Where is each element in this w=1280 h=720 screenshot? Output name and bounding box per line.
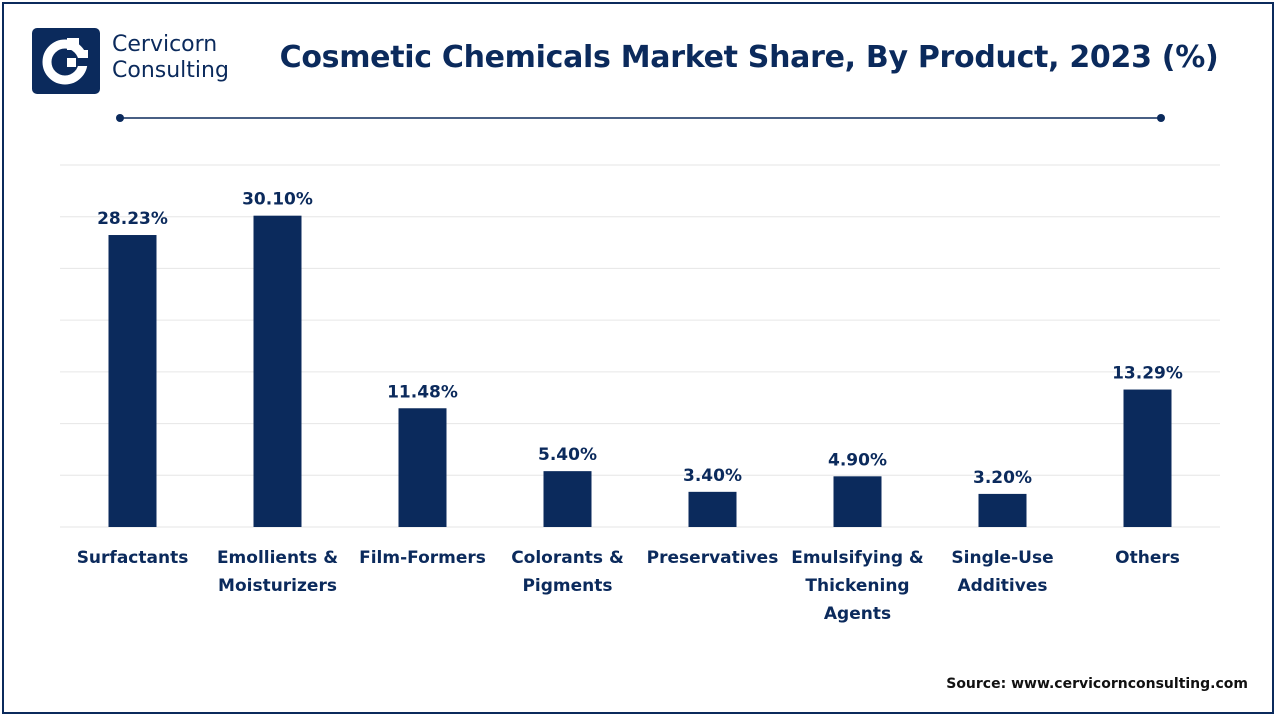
divider-left-dot xyxy=(116,114,124,122)
data-label: 3.40% xyxy=(683,466,742,486)
category-label: Agents xyxy=(824,604,891,624)
bar xyxy=(978,493,1027,527)
bar xyxy=(253,215,302,527)
category-label: Thickening xyxy=(805,576,909,596)
category-label: Pigments xyxy=(522,576,612,596)
data-label: 4.90% xyxy=(828,450,887,470)
bar xyxy=(1123,389,1172,527)
category-label: Colorants & xyxy=(511,548,624,568)
data-label: 28.23% xyxy=(97,209,168,229)
category-label: Others xyxy=(1115,548,1180,568)
data-label: 5.40% xyxy=(538,445,597,465)
bar xyxy=(398,408,447,527)
divider-right-dot xyxy=(1157,114,1165,122)
bar xyxy=(543,471,592,527)
brand-line-2: Consulting xyxy=(112,58,229,83)
category-label: Emulsifying & xyxy=(791,548,924,568)
category-label: Surfactants xyxy=(77,548,189,568)
chart-title: Cosmetic Chemicals Market Share, By Prod… xyxy=(279,40,1219,75)
data-label: 30.10% xyxy=(242,190,313,210)
category-label: Single-Use xyxy=(951,548,1053,568)
category-label: Film-Formers xyxy=(359,548,486,568)
brand-line-1: Cervicorn xyxy=(112,32,218,57)
category-label: Moisturizers xyxy=(218,576,337,596)
category-label: Additives xyxy=(957,576,1047,596)
category-label: Preservatives xyxy=(647,548,779,568)
brand-logo: Cervicorn Consulting xyxy=(32,28,272,98)
data-label: 3.20% xyxy=(973,468,1032,488)
brand-name: Cervicorn Consulting xyxy=(112,32,229,84)
bar xyxy=(108,235,157,527)
bar xyxy=(688,491,737,527)
category-label: Emollients & xyxy=(217,548,338,568)
data-label: 11.48% xyxy=(387,382,458,402)
bar xyxy=(833,476,882,527)
data-label: 13.29% xyxy=(1112,364,1183,384)
cervicorn-logo-icon xyxy=(32,28,100,94)
source-note: Source: www.cervicornconsulting.com xyxy=(946,676,1248,692)
